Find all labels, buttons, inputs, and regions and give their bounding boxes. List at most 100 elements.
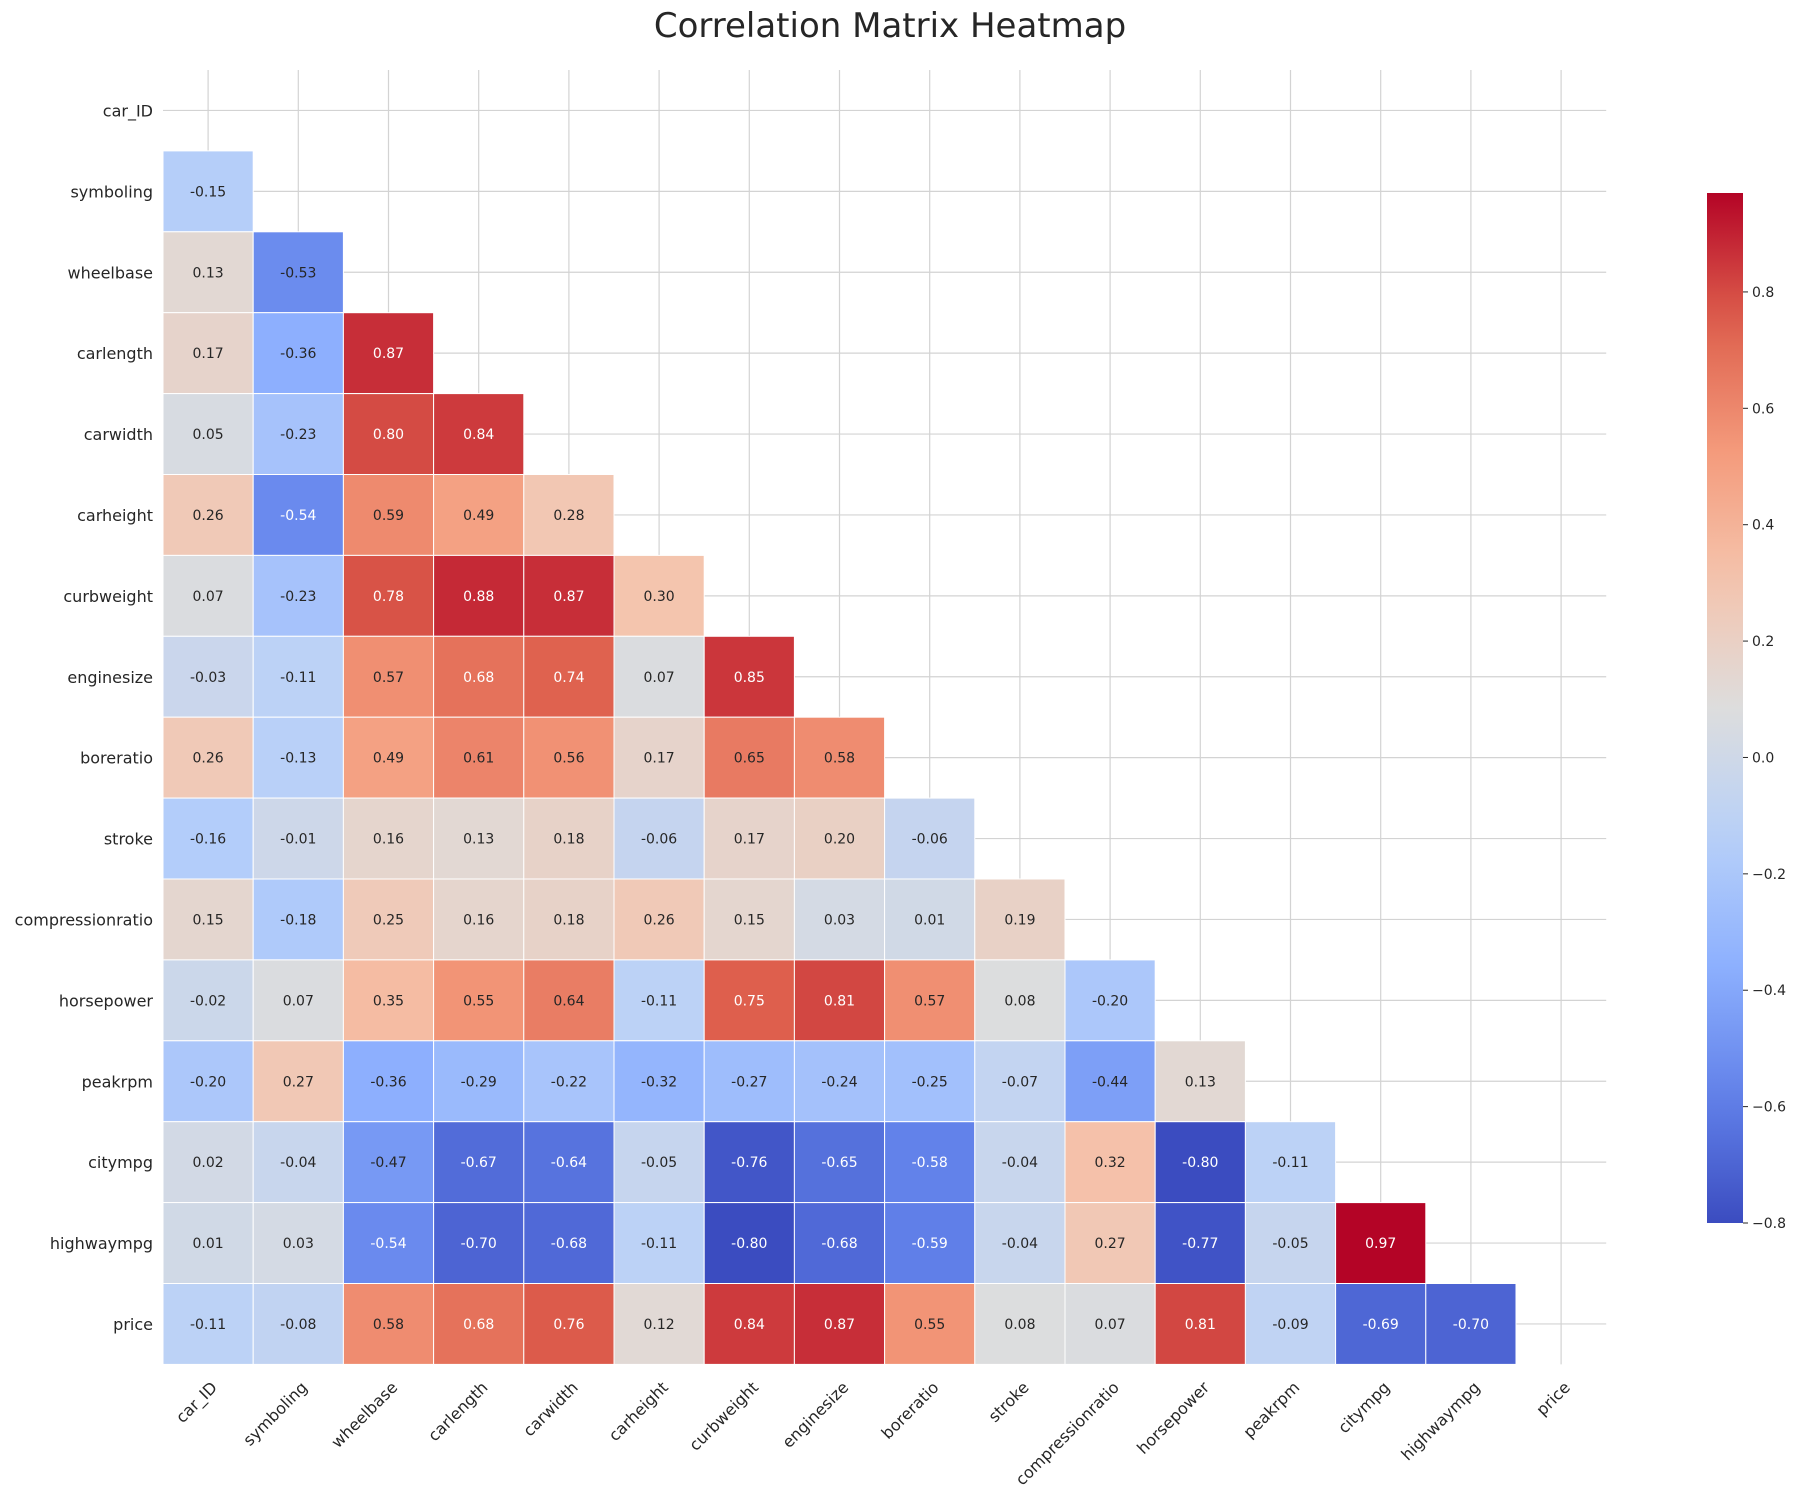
cell-annotation: 0.84 bbox=[463, 427, 494, 443]
heatmap-cell bbox=[1154, 1040, 1246, 1123]
cell-annotation: 0.84 bbox=[734, 1317, 765, 1333]
y-tick-label: stroke bbox=[104, 830, 153, 849]
cell-annotation: 0.81 bbox=[1185, 1317, 1216, 1333]
cell-annotation: -0.23 bbox=[280, 589, 316, 605]
cell-annotation: 0.68 bbox=[463, 670, 494, 686]
heatmap-cell bbox=[884, 959, 976, 1042]
cell-annotation: -0.54 bbox=[370, 1236, 406, 1252]
heatmap-cell bbox=[252, 312, 344, 395]
heatmap-cell bbox=[252, 1040, 344, 1123]
heatmap-cell bbox=[703, 635, 795, 718]
cell-annotation: -0.68 bbox=[821, 1236, 857, 1252]
heatmap-cell bbox=[342, 716, 435, 799]
x-tick-label: carwidth bbox=[519, 1378, 581, 1440]
heatmap-cell bbox=[703, 959, 795, 1042]
cell-annotation: 0.49 bbox=[463, 508, 494, 524]
cell-annotation: -0.36 bbox=[370, 1074, 406, 1090]
cell-annotation: 0.75 bbox=[734, 993, 765, 1009]
heatmap-cell bbox=[523, 1202, 615, 1284]
heatmap-cell bbox=[433, 878, 525, 961]
cell-annotation: 0.97 bbox=[1365, 1236, 1396, 1252]
cell-annotation: 0.17 bbox=[734, 832, 765, 848]
heatmap-cell bbox=[1244, 1121, 1337, 1204]
cell-annotation: -0.04 bbox=[1002, 1236, 1038, 1252]
cell-annotation: 0.81 bbox=[824, 993, 855, 1009]
cell-annotation: 0.26 bbox=[193, 508, 224, 524]
cell-annotation: -0.80 bbox=[1182, 1155, 1218, 1171]
heatmap-cell bbox=[162, 393, 254, 476]
cell-annotation: 0.13 bbox=[463, 832, 494, 848]
x-tick-label: boreratio bbox=[878, 1378, 943, 1443]
cell-annotation: 0.13 bbox=[1185, 1074, 1216, 1090]
heatmap-cell bbox=[1335, 1283, 1427, 1365]
chart-title: Correlation Matrix Heatmap bbox=[654, 6, 1126, 46]
cell-annotation: 0.12 bbox=[644, 1317, 675, 1333]
x-tick-label: price bbox=[1532, 1378, 1574, 1420]
heatmap-cell bbox=[252, 959, 344, 1042]
cell-annotation: -0.36 bbox=[280, 346, 316, 362]
x-tick-label: enginesize bbox=[778, 1378, 852, 1452]
heatmap-cell bbox=[1335, 1202, 1427, 1284]
heatmap-cell bbox=[342, 554, 435, 637]
cell-annotation: -0.11 bbox=[190, 1317, 226, 1333]
cell-annotation: -0.20 bbox=[190, 1074, 226, 1090]
cell-annotation: -0.64 bbox=[551, 1155, 587, 1171]
heatmap-cell bbox=[613, 1283, 705, 1365]
cell-annotation: 0.03 bbox=[824, 912, 855, 928]
colorbar-gradient bbox=[1707, 193, 1743, 1223]
x-tick-label: stroke bbox=[985, 1378, 1033, 1426]
cell-annotation: 0.18 bbox=[553, 832, 584, 848]
heatmap-cell bbox=[433, 1040, 525, 1123]
cell-annotation: 0.87 bbox=[824, 1317, 855, 1333]
x-tick-label: carlength bbox=[424, 1378, 491, 1445]
heatmap-cell bbox=[342, 797, 435, 880]
y-tick-label: citympg bbox=[88, 1153, 153, 1172]
cell-annotation: -0.44 bbox=[1092, 1074, 1128, 1090]
heatmap-cell bbox=[523, 959, 615, 1042]
y-tick-label: peakrpm bbox=[82, 1072, 153, 1091]
heatmap-cell bbox=[613, 878, 705, 961]
heatmap-cell bbox=[433, 393, 525, 476]
heatmap-cell bbox=[342, 1283, 435, 1365]
cell-annotation: 0.32 bbox=[1095, 1155, 1126, 1171]
cell-annotation: 0.19 bbox=[1004, 912, 1035, 928]
y-tick-label: car_ID bbox=[103, 101, 153, 121]
cell-annotation: -0.11 bbox=[1272, 1155, 1308, 1171]
cell-annotation: -0.77 bbox=[1182, 1236, 1218, 1252]
cell-annotation: -0.16 bbox=[190, 832, 226, 848]
cell-annotation: -0.02 bbox=[190, 993, 226, 1009]
cell-annotation: -0.69 bbox=[1363, 1317, 1399, 1333]
y-tick-label: enginesize bbox=[67, 668, 153, 687]
x-tick-label: curbweight bbox=[685, 1378, 762, 1455]
cell-annotation: -0.06 bbox=[912, 832, 948, 848]
heatmap-cell bbox=[613, 554, 705, 637]
cell-annotation: 0.02 bbox=[193, 1155, 224, 1171]
cell-annotation: -0.20 bbox=[1092, 993, 1128, 1009]
cell-annotation: 0.07 bbox=[1095, 1317, 1126, 1333]
y-tick-label: symboling bbox=[70, 182, 153, 201]
cell-annotation: 0.85 bbox=[734, 670, 765, 686]
cell-annotation: 0.56 bbox=[553, 751, 584, 767]
cell-annotation: 0.16 bbox=[463, 912, 494, 928]
heatmap-cell bbox=[884, 878, 976, 961]
cell-annotation: -0.70 bbox=[1453, 1317, 1489, 1333]
heatmap-cell bbox=[252, 393, 344, 476]
cell-annotation: 0.01 bbox=[193, 1236, 224, 1252]
cell-annotation: -0.76 bbox=[731, 1155, 767, 1171]
cell-annotation: -0.05 bbox=[1272, 1236, 1308, 1252]
cell-annotation: -0.11 bbox=[641, 993, 677, 1009]
heatmap-cell bbox=[342, 959, 435, 1042]
cell-annotation: -0.65 bbox=[821, 1155, 857, 1171]
cell-annotation: -0.04 bbox=[1002, 1155, 1038, 1171]
heatmap-cell bbox=[162, 878, 254, 961]
x-tick-label: wheelbase bbox=[327, 1378, 401, 1452]
cell-annotation: -0.18 bbox=[280, 912, 316, 928]
y-tick-label: carheight bbox=[77, 506, 153, 525]
heatmap-cell bbox=[433, 716, 525, 799]
cell-annotation: 0.65 bbox=[734, 751, 765, 767]
cell-annotation: 0.55 bbox=[463, 993, 494, 1009]
heatmap-cell bbox=[793, 1283, 886, 1365]
cell-annotation: -0.53 bbox=[280, 265, 316, 281]
cell-annotation: 0.05 bbox=[193, 427, 224, 443]
